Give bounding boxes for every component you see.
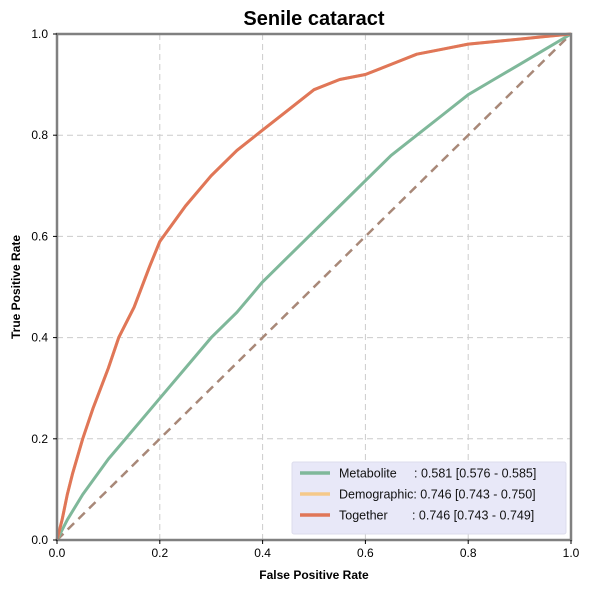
x-tick-label: 0.2 [151, 546, 168, 560]
legend-label-metabolite: Metabolite : 0.581 [0.576 - 0.585] [339, 467, 536, 481]
x-tick-label: 0.6 [357, 546, 374, 560]
legend-label-together: Together : 0.746 [0.743 - 0.749] [339, 509, 534, 523]
legend-label-demographic: Demographic: 0.746 [0.743 - 0.750] [339, 488, 536, 502]
series-line-metabolite [55, 32, 572, 541]
x-tick-label: 1.0 [563, 546, 580, 560]
y-tick-label: 0.2 [31, 432, 48, 446]
chance-line [56, 33, 572, 541]
series-lines [55, 32, 572, 541]
legend-box [291, 461, 567, 535]
y-tick-label: 0.8 [31, 128, 48, 142]
chart-title: Senile cataract [243, 8, 385, 30]
y-ticks: 0.0 0.2 0.4 0.6 0.8 1.0 [31, 27, 57, 547]
x-axis-label: False Positive Rate [259, 568, 369, 582]
y-axis-label: True Positive Rate [9, 235, 23, 339]
grid [57, 34, 571, 540]
diagonal-reference [56, 33, 572, 541]
y-tick-label: 0.0 [31, 533, 48, 547]
y-tick-label: 1.0 [31, 27, 48, 41]
legend: Metabolite : 0.581 [0.576 - 0.585] Demogr… [291, 461, 567, 535]
x-tick-label: 0.8 [460, 546, 477, 560]
plot-frame [55, 32, 573, 542]
x-ticks: 0.0 0.2 0.4 0.6 0.8 1.0 [49, 540, 580, 560]
y-tick-label: 0.6 [31, 229, 48, 243]
series-line-together [55, 32, 572, 541]
x-tick-label: 0.4 [254, 546, 271, 560]
y-tick-label: 0.4 [31, 331, 48, 345]
x-tick-label: 0.0 [49, 546, 66, 560]
